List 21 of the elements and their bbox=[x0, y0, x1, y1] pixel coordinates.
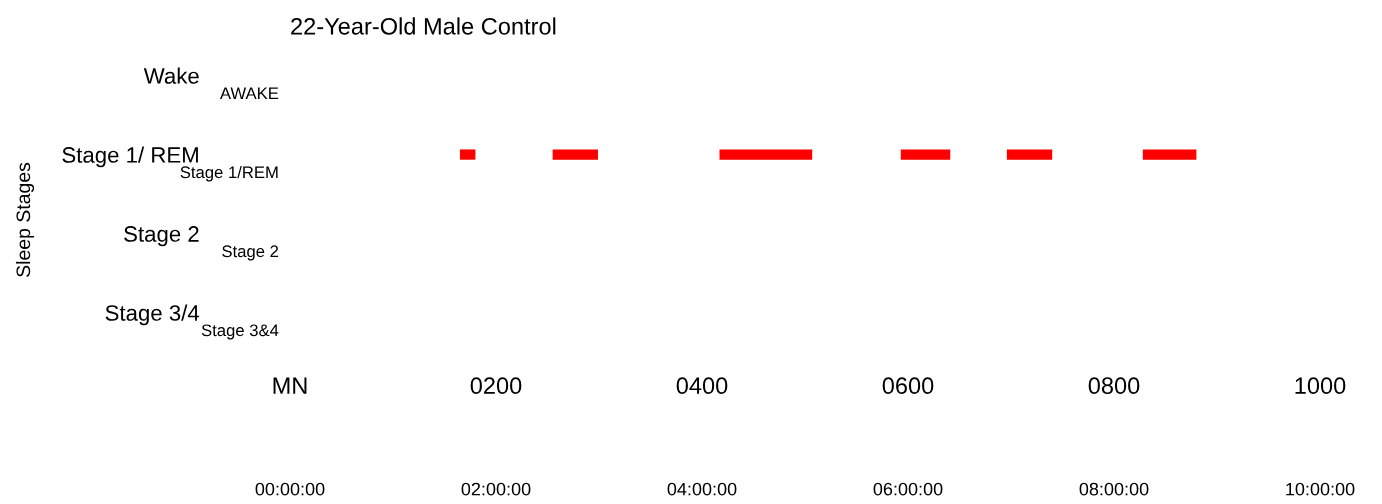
x-tick-label: 02:00:00 bbox=[461, 482, 531, 496]
x2-tick-label: 0200 bbox=[470, 377, 522, 395]
x2-tick-label: 1000 bbox=[1295, 377, 1346, 395]
x-tick-label: 08:00:00 bbox=[1079, 482, 1149, 496]
y2-tick-label: Stage 3&4 bbox=[201, 324, 279, 340]
y-axis-title: Sleep Stages bbox=[15, 162, 35, 277]
y2-tick-label: AWAKE bbox=[219, 87, 279, 99]
x-tick-label: 04:00:00 bbox=[667, 482, 737, 496]
y-tick-label: Stage 3/4 bbox=[105, 304, 200, 326]
x-tick-label: 06:00:00 bbox=[873, 482, 943, 496]
y2-tick-label: Stage 2 bbox=[222, 245, 279, 261]
chart-title: 22-Year-Old Male Control bbox=[291, 17, 556, 35]
x2-tick-label: 0400 bbox=[676, 377, 728, 395]
y-tick-label: Stage 2 bbox=[124, 226, 199, 247]
y-tick-label: Wake bbox=[143, 67, 199, 84]
x-tick-label: 10:00:00 bbox=[1286, 482, 1355, 496]
x2-tick-label: MN bbox=[273, 377, 307, 394]
x2-tick-label: 0800 bbox=[1088, 377, 1140, 395]
y2-tick-label: Stage 1/REM bbox=[180, 165, 278, 182]
x2-tick-label: 0600 bbox=[882, 377, 934, 395]
x-tick-label: 00:00:00 bbox=[255, 482, 325, 496]
